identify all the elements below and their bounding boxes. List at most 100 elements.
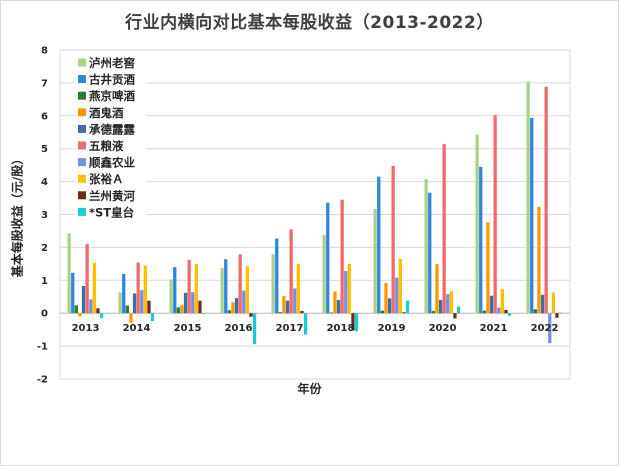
bar (231, 302, 235, 314)
bar (497, 307, 501, 314)
bar (380, 310, 384, 314)
bar (449, 291, 453, 314)
bar (351, 313, 355, 331)
bar (526, 81, 530, 314)
y-tick-label: 1 (41, 276, 48, 287)
bar (125, 305, 129, 314)
chart-title: 行业内横向对比基本每股收益（2013-2022） (125, 13, 494, 33)
bar (187, 259, 191, 314)
bar (129, 313, 133, 323)
legend-label: 顺鑫农业 (89, 156, 135, 170)
bar (507, 313, 512, 316)
bar (118, 292, 122, 314)
legend-label: 承德露露 (88, 122, 135, 136)
bar (78, 313, 82, 317)
bar (96, 308, 100, 314)
legend-swatch (78, 91, 86, 100)
legend-swatch (78, 141, 86, 150)
bar (169, 279, 173, 314)
bar (278, 312, 282, 314)
bar (558, 312, 563, 314)
bar (147, 300, 151, 314)
bar (428, 192, 432, 314)
bar (347, 263, 351, 314)
bar (340, 199, 344, 314)
bar (398, 258, 402, 314)
bar (296, 263, 300, 314)
bar (354, 313, 359, 332)
bar (438, 300, 443, 314)
bar (198, 300, 202, 314)
bar (132, 293, 137, 314)
bar (344, 271, 348, 314)
bar (74, 305, 78, 314)
x-tick-label: 2022 (531, 323, 559, 334)
bar (446, 294, 450, 314)
bar (384, 282, 388, 314)
bar (395, 277, 399, 314)
bar (322, 234, 326, 314)
x-axis-label: 年份 (297, 382, 322, 396)
bar (150, 313, 155, 322)
bar (500, 289, 504, 314)
bar (81, 285, 86, 314)
bar (533, 309, 537, 314)
bar (373, 208, 377, 314)
bar (285, 300, 290, 314)
bar (183, 292, 188, 314)
y-tick-label: 5 (41, 144, 48, 155)
legend-swatch (78, 158, 86, 167)
bar (275, 238, 279, 314)
x-tick-label: 2014 (123, 323, 151, 334)
bar (122, 274, 126, 314)
bar (405, 300, 410, 314)
bar (173, 267, 177, 314)
bar (238, 254, 242, 314)
bar (442, 144, 446, 314)
bar (249, 313, 253, 317)
bar (143, 265, 147, 314)
bar (271, 254, 275, 314)
bar (333, 291, 337, 314)
y-tick-label: 7 (41, 78, 48, 89)
bar (537, 206, 541, 314)
legend-box (76, 53, 146, 223)
bar (329, 312, 333, 314)
legend-label: 古井贡酒 (89, 73, 135, 87)
legend-label: 张裕Ａ (89, 172, 124, 186)
bar (99, 313, 104, 319)
y-tick-label: -1 (37, 342, 48, 353)
bar (486, 222, 490, 314)
bar (424, 178, 428, 314)
x-tick-label: 2015 (174, 323, 202, 334)
bar (482, 310, 486, 314)
bar (453, 313, 457, 319)
bar (475, 134, 479, 314)
legend-swatch (78, 124, 86, 133)
bar (85, 244, 89, 314)
bar (201, 312, 206, 314)
legend-swatch (78, 191, 86, 200)
legend-label: 泸州老窖 (89, 56, 135, 70)
x-tick-label: 2020 (429, 323, 457, 334)
bar (548, 313, 552, 344)
y-tick-label: 4 (41, 177, 48, 188)
y-tick-label: 0 (41, 309, 48, 320)
bar (227, 310, 231, 314)
bar (504, 309, 508, 314)
legend-label: 五粮液 (89, 139, 124, 153)
y-tick-label: 6 (41, 111, 48, 122)
bar (479, 166, 483, 314)
bar (180, 305, 184, 314)
bar (377, 176, 381, 314)
x-tick-label: 2016 (225, 323, 253, 334)
legend-swatch (78, 174, 86, 183)
legend-swatch (78, 58, 86, 67)
bar (140, 290, 144, 314)
legend-label: 燕京啤酒 (89, 89, 135, 103)
bar (540, 294, 545, 314)
bar (282, 296, 286, 314)
bar (176, 307, 180, 314)
bar (387, 298, 392, 314)
bar (530, 117, 534, 314)
